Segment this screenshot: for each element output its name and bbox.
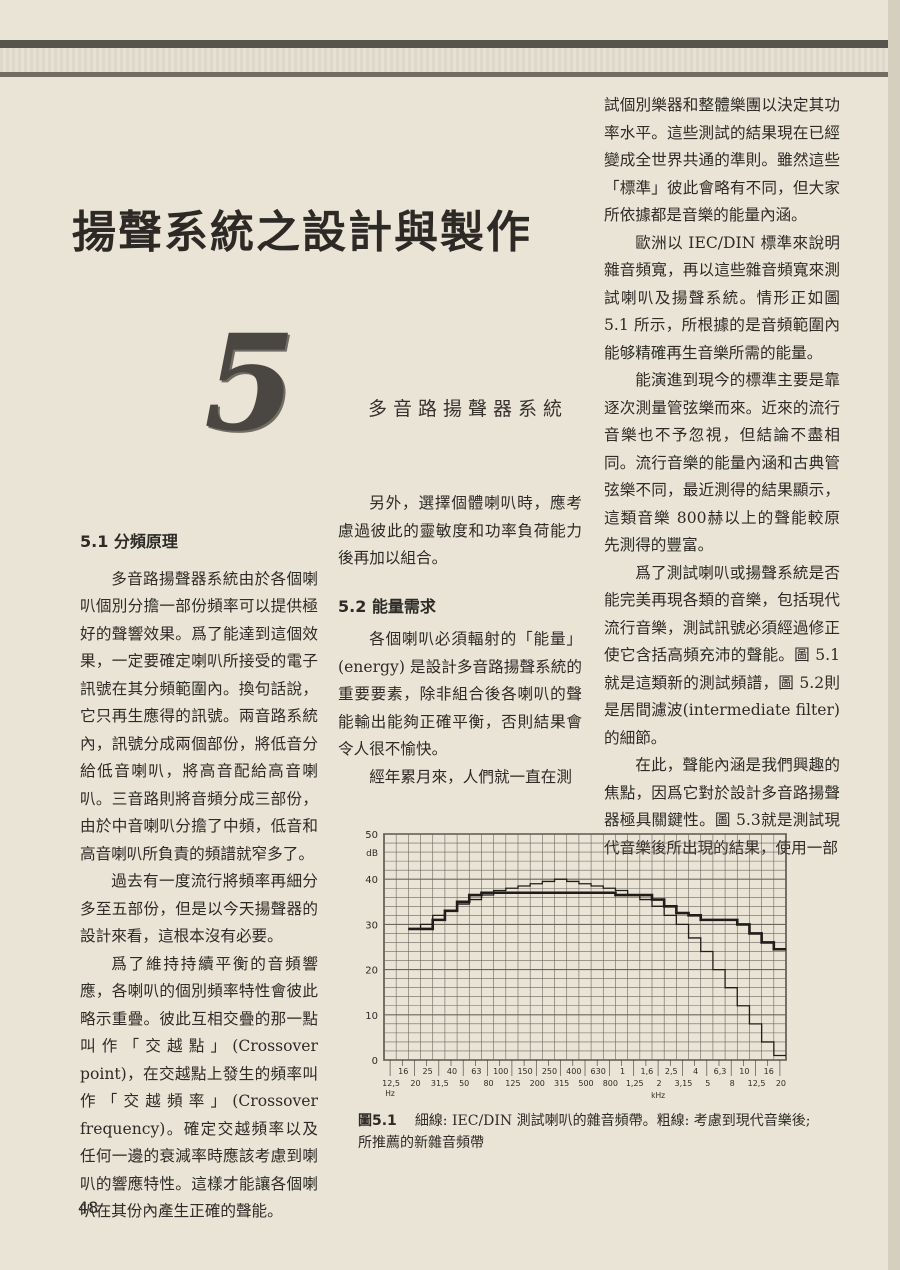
x-tick-label: 500	[578, 1079, 593, 1088]
chart-svg: 01020304050dB12,516202531,54050638010012…	[365, 830, 787, 1100]
y-tick-label: 40	[365, 875, 378, 886]
noise-spectrum-chart: 0 10 20 30 40 50 dB 12,5 16 20 25 31,5 40 50 63 80 100 12…	[350, 826, 810, 1106]
paragraph: 各個喇叭必須輻射的「能量」(energy) 是設計多音路揚聲系統的重要要素，除非…	[338, 630, 582, 758]
y-tick-label: 50	[365, 830, 378, 841]
x-tick-label: 1,6	[641, 1067, 654, 1076]
y-tick-label: 0	[372, 1056, 378, 1067]
x-axis-label: kHz	[651, 1091, 665, 1100]
paragraph: 爲了測試喇叭或揚聲系統是否能完美再現各類的音樂，包括現代流行音樂，測試訊號必須經…	[604, 563, 840, 747]
x-tick-label: 250	[542, 1067, 557, 1076]
series-line-thick	[408, 891, 786, 951]
x-tick-label: 200	[530, 1079, 545, 1088]
x-tick-label: 40	[447, 1067, 457, 1076]
x-tick-label: 100	[493, 1067, 508, 1076]
header-rule-lower	[0, 72, 900, 77]
page-number: 48	[78, 1198, 99, 1217]
chart-frame	[383, 833, 787, 1061]
y-axis-label: dB	[366, 849, 378, 859]
x-tick-label: 2,5	[665, 1067, 678, 1076]
section-5-1-heading: 5.1 分頻原理	[80, 532, 178, 551]
x-tick-label: 16	[764, 1067, 774, 1076]
x-tick-label: 1	[620, 1067, 625, 1076]
paragraph: 經年累月來，人們就一直在測	[369, 767, 572, 786]
paragraph: 試個別樂器和整體樂團以決定其功率水平。這些測試的結果現在已經變成全世界共通的準則…	[604, 96, 840, 224]
x-unit-label-hz: Hz	[385, 1089, 395, 1098]
header-rule	[0, 40, 900, 48]
middle-column: 另外，選擇個體喇叭時，應考慮過彼此的靈敏度和功率負荷能力後再加以組合。 5.2 …	[338, 490, 582, 791]
y-tick-label: 10	[365, 1011, 378, 1022]
x-tick-label: 25	[423, 1067, 433, 1076]
x-tick-label: 125	[505, 1079, 520, 1088]
paragraph: 爲了維持持續平衡的音頻響應，各喇叭的個別頻率特性會彼此略示重疊。彼此互相交疊的那…	[80, 954, 318, 1221]
chapter-number: 5	[204, 306, 296, 461]
x-tick-label: 12,5	[382, 1079, 400, 1088]
series-line-thin	[408, 878, 786, 1057]
x-tick-label: 1,25	[626, 1079, 644, 1088]
x-tick-label: 20	[410, 1079, 420, 1088]
x-tick-label: 3,15	[675, 1079, 693, 1088]
chapter-title: 揚聲系統之設計與製作	[72, 207, 532, 258]
x-tick-label: 5	[705, 1079, 710, 1088]
x-tick-label: 4	[693, 1067, 698, 1076]
paragraph: 過去有一度流行將頻率再細分多至五部份，但是以今天揚聲器的設計來看，這根本沒有必要…	[80, 872, 318, 945]
x-tick-label: 2	[657, 1079, 662, 1088]
figure-number: 圖5.1	[358, 1113, 397, 1129]
section-5-2-heading: 5.2 能量需求	[338, 596, 436, 616]
x-tick-label: 20	[776, 1079, 786, 1088]
paragraph: 能演進到現今的標準主要是靠逐次測量管弦樂而來。近來的流行音樂也不予忽視，但結論不…	[604, 371, 840, 554]
y-tick-label: 20	[365, 966, 378, 977]
x-tick-label: 8	[730, 1079, 735, 1088]
chapter-subtitle: 多音路揚聲器系統	[368, 398, 569, 420]
x-tick-label: 150	[517, 1067, 532, 1076]
paragraph: 另外，選擇個體喇叭時，應考慮過彼此的靈敏度和功率負荷能力後再加以組合。	[338, 494, 582, 567]
x-tick-label: 6,3	[714, 1067, 727, 1076]
y-tick-label: 30	[365, 920, 378, 931]
paragraph: 多音路揚聲器系統由於各個喇叭個別分擔一部份頻率可以提供極好的聲響效果。爲了能達到…	[80, 569, 318, 863]
page-edge	[888, 0, 900, 1270]
x-tick-label: 315	[554, 1079, 569, 1088]
figure-caption: 圖5.1 細線: IEC/DIN 測試喇叭的雜音頻帶。粗線: 考慮到現代音樂後; …	[358, 1110, 818, 1154]
x-tick-label: 400	[566, 1067, 581, 1076]
x-tick-label: 80	[483, 1079, 493, 1088]
header-pattern	[0, 48, 900, 72]
x-tick-label: 12,5	[748, 1079, 766, 1088]
left-column: 5.1 分頻原理 多音路揚聲器系統由於各個喇叭個別分擔一部份頻率可以提供極好的聲…	[80, 528, 318, 1226]
x-tick-label: 31,5	[431, 1079, 449, 1088]
paragraph: 歐洲以 IEC/DIN 標準來說明雜音頻寬，再以這些雜音頻寬來測試喇叭及揚聲系統…	[604, 233, 840, 362]
right-column: 試個別樂器和整體樂團以決定其功率水平。這些測試的結果現在已經變成全世界共通的準則…	[604, 92, 840, 862]
x-tick-label: 800	[603, 1079, 618, 1088]
x-tick-label: 10	[739, 1067, 749, 1076]
x-tick-label: 50	[459, 1079, 469, 1088]
x-tick-label: 63	[471, 1067, 481, 1076]
x-tick-label: 630	[591, 1067, 606, 1076]
figure-caption-text: 細線: IEC/DIN 測試喇叭的雜音頻帶。粗線: 考慮到現代音樂後; 所推薦的…	[358, 1113, 811, 1151]
x-tick-label: 16	[398, 1067, 408, 1076]
